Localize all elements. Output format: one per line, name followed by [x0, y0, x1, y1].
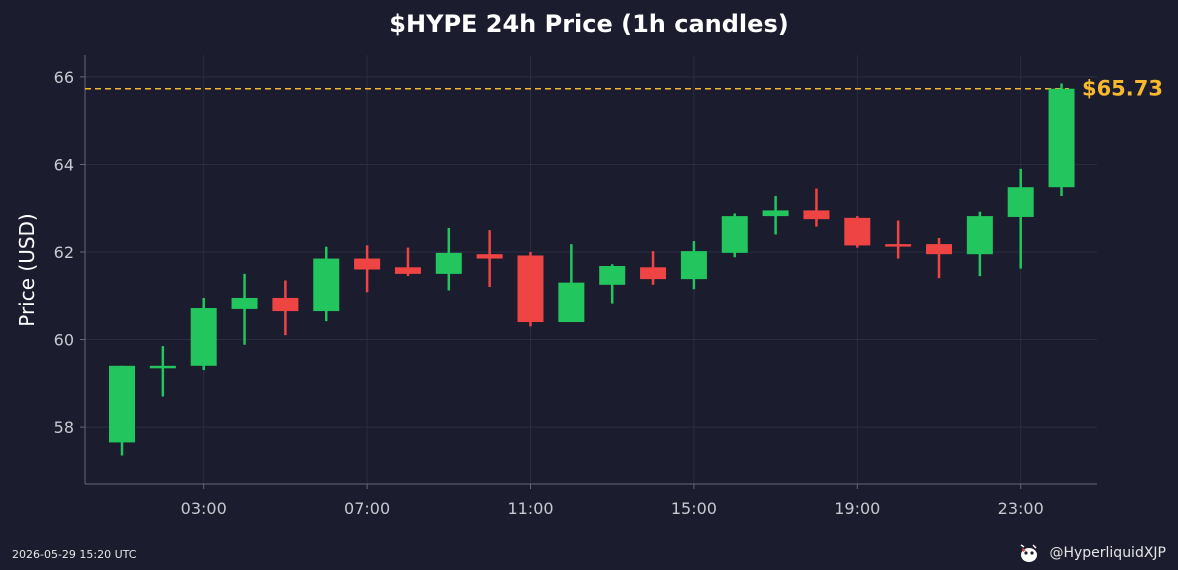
- candle-body: [517, 255, 544, 323]
- candle: [885, 220, 912, 259]
- candle: [558, 244, 585, 323]
- x-tick-label: 07:00: [344, 499, 390, 518]
- attribution: @HyperliquidXJP: [1017, 541, 1166, 565]
- candles-layer: [109, 83, 1075, 456]
- candle: [190, 297, 217, 371]
- candle-body: [435, 252, 462, 274]
- candle-body: [599, 265, 626, 285]
- x-tick-label: 23:00: [998, 499, 1044, 518]
- grid-layer: [85, 55, 1097, 484]
- y-tick-label: 64: [54, 155, 74, 174]
- candle: [435, 227, 462, 291]
- y-tick-label: 60: [54, 331, 74, 350]
- candle-body: [721, 216, 748, 253]
- candle-body: [109, 365, 135, 443]
- candle: [844, 216, 871, 248]
- candle: [926, 237, 952, 279]
- y-axis-label: Price (USD): [15, 213, 39, 327]
- candle: [149, 346, 176, 397]
- candle-body: [476, 254, 503, 259]
- candle-body: [640, 267, 667, 280]
- price-line-layer: $65.73: [85, 77, 1163, 101]
- candle: [231, 273, 258, 345]
- mascot-icon: [1021, 544, 1038, 562]
- y-tick-label: 62: [54, 243, 74, 262]
- candle-body: [966, 216, 993, 255]
- axes-layer: [84, 55, 1097, 485]
- candle: [803, 188, 830, 227]
- candle-body: [272, 297, 299, 312]
- candle-body: [231, 297, 258, 309]
- candle: [762, 195, 789, 235]
- candle: [599, 264, 626, 304]
- candle: [354, 245, 381, 293]
- candle-body: [1007, 187, 1034, 217]
- candle-body: [1048, 88, 1075, 188]
- candle-body: [354, 258, 381, 270]
- candle-body: [149, 365, 176, 369]
- y-tick-label: 66: [54, 68, 74, 87]
- candle: [721, 213, 748, 258]
- candle: [1048, 83, 1075, 196]
- candle-body: [844, 217, 871, 246]
- candle: [313, 246, 340, 322]
- candlestick-chart: 58 60 62 64 66 03:00 07:00 11:00 15:00 19:00 23:00…: [15, 55, 1163, 518]
- candle: [517, 251, 544, 327]
- candle-body: [926, 244, 952, 255]
- candle: [272, 280, 299, 336]
- candle-body: [680, 251, 707, 280]
- x-tick-label: 03:00: [181, 499, 227, 518]
- candle: [966, 211, 993, 277]
- handle-label: @HyperliquidXJP: [1049, 545, 1166, 561]
- candle: [394, 247, 421, 277]
- timestamp: 2026-05-29 15:20 UTC: [12, 548, 137, 561]
- candle: [680, 241, 707, 290]
- candle-body: [558, 282, 585, 323]
- candle-body: [762, 210, 789, 217]
- current-price-label: $65.73: [1082, 77, 1163, 101]
- candle-body: [394, 267, 421, 274]
- candle-body: [885, 244, 912, 247]
- candle-body: [313, 258, 340, 312]
- candle: [640, 251, 667, 285]
- x-tick-label: 11:00: [507, 499, 553, 518]
- ticks-layer: 58 60 62 64 66 03:00 07:00 11:00 15:00 19:00 23:00: [54, 68, 1044, 518]
- candle-body: [190, 308, 217, 366]
- x-tick-label: 15:00: [671, 499, 717, 518]
- candle: [109, 365, 135, 456]
- chart-title: $HYPE 24h Price (1h candles): [389, 10, 789, 38]
- y-tick-label: 58: [54, 418, 74, 437]
- candle-body: [803, 210, 830, 220]
- candle: [476, 230, 503, 288]
- candle: [1007, 168, 1034, 269]
- x-tick-label: 19:00: [834, 499, 880, 518]
